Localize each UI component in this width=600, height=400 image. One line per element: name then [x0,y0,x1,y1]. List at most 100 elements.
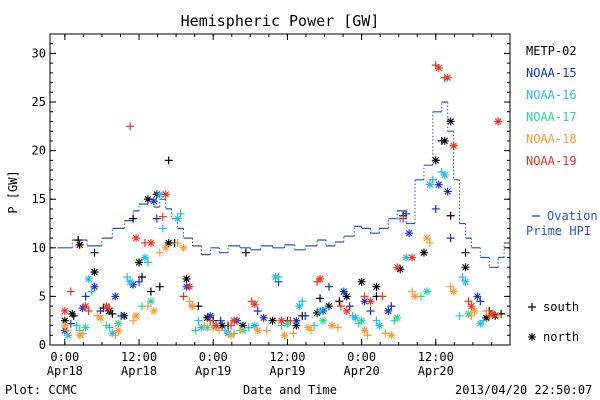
point-north-5-19 [467,302,476,311]
point-north-4-8 [188,302,197,311]
point-north-0-11 [203,313,212,322]
point-north-1-18 [473,292,482,301]
legend: METP-02 NOAA-15 NOAA-16 NOAA-17 NOAA-18 NOAA-… [526,44,598,344]
point-north-0-17 [324,302,333,311]
x-tick-date-3: Apr19 [269,364,305,378]
legend-south-marker [528,303,536,311]
point-south-5-10 [286,316,295,325]
plot-area: 0510152025300:00Apr1812:00Apr180:00Apr19… [32,33,511,378]
point-north-0-10 [182,274,191,283]
x-tick-time-4: 0:00 [347,350,376,364]
x-tick-date-2: Apr19 [195,364,231,378]
series-noaa-15 [60,180,485,335]
point-south-5-15 [399,214,408,223]
point-north-5-20 [488,309,497,318]
point-north-3-2 [146,297,155,306]
point-north-2-7 [197,323,206,332]
point-south-4-7 [173,238,182,247]
point-south-2-0 [72,321,81,330]
point-south-4-15 [333,323,342,332]
legend-entry-noaa-15: NOAA-15 [526,66,577,80]
plot-credit: Plot: CCMC [5,383,77,397]
legend-north-label: north [543,330,579,344]
point-north-0-21 [396,265,405,274]
y-tick-label-0: 0 [39,338,46,352]
point-north-4-6 [161,243,170,252]
point-north-4-2 [96,313,105,322]
point-south-1-17 [446,234,455,243]
point-south-4-6 [155,248,164,257]
point-south-5-5 [158,212,167,221]
point-north-4-5 [149,306,158,315]
point-north-3-6 [319,316,328,325]
point-north-5-12 [342,306,351,315]
legend-entry-noaa-18: NOAA-18 [526,132,577,146]
y-tick-label-1: 5 [39,289,46,303]
point-south-0-23 [461,248,470,257]
point-north-0-24 [440,136,449,145]
point-north-0-23 [431,156,440,165]
point-north-0-13 [238,321,247,330]
point-north-4-11 [253,326,262,335]
point-south-0-7 [146,287,155,296]
series-noaa-19 [60,61,503,330]
point-south-0-2 [90,248,99,257]
point-north-4-14 [327,321,336,330]
point-south-5-0 [66,287,75,296]
y-tick-label-4: 20 [32,144,46,158]
point-north-2-8 [224,329,233,338]
point-north-2-1 [84,274,93,283]
point-north-5-9 [250,300,259,309]
x-tick-date-5: Apr20 [418,364,454,378]
point-north-0-7 [143,195,152,204]
point-south-2-5 [158,224,167,233]
point-south-0-9 [164,156,173,165]
point-south-0-6 [138,272,146,281]
point-south-5-7 [206,316,215,325]
point-north-2-3 [126,277,135,286]
point-north-5-8 [230,316,238,325]
point-north-0-9 [164,238,173,247]
point-north-2-4 [140,253,149,262]
point-south-2-1 [87,287,96,296]
point-south-5-13 [360,292,369,301]
x-tick-time-5: 12:00 [418,350,454,364]
x-axis-label: Date and Time [243,383,337,397]
point-north-0-0 [60,316,69,325]
point-north-0-12 [218,321,227,330]
point-south-0-5 [129,214,138,223]
point-south-1-11 [324,282,333,291]
legend-entry-metp-02: METP-02 [526,44,577,58]
point-north-5-1 [81,302,90,311]
point-south-1-0 [66,319,75,328]
point-north-3-9 [422,287,431,296]
legend-entry-noaa-19: NOAA-19 [526,154,577,168]
point-north-4-1 [75,331,84,340]
plot-frame [49,33,511,346]
point-south-4-13 [289,329,298,338]
point-north-0-22 [419,248,428,257]
plot-timestamp: 2013/04/20 22:50:07 [455,383,592,397]
point-north-0-20 [372,282,381,291]
point-south-1-7 [216,316,225,325]
point-south-4-22 [482,306,491,315]
point-north-5-0 [60,306,69,315]
point-south-4-5 [143,302,152,311]
point-north-2-13 [351,313,360,322]
point-south-4-9 [200,321,209,330]
point-north-4-19 [449,287,458,296]
point-south-4-23 [494,311,503,320]
point-south-1-10 [301,311,310,320]
point-north-5-7 [212,321,221,330]
point-south-2-12 [322,304,330,313]
y-tick-label-2: 10 [32,241,46,255]
point-north-2-5 [155,190,164,199]
point-south-2-9 [244,323,253,332]
point-north-2-14 [375,321,384,330]
x-tick-time-2: 0:00 [199,350,228,364]
point-north-1-15 [405,229,414,238]
point-north-1-5 [149,197,158,206]
point-north-3-0 [81,323,90,332]
point-south-5-3 [126,122,135,131]
